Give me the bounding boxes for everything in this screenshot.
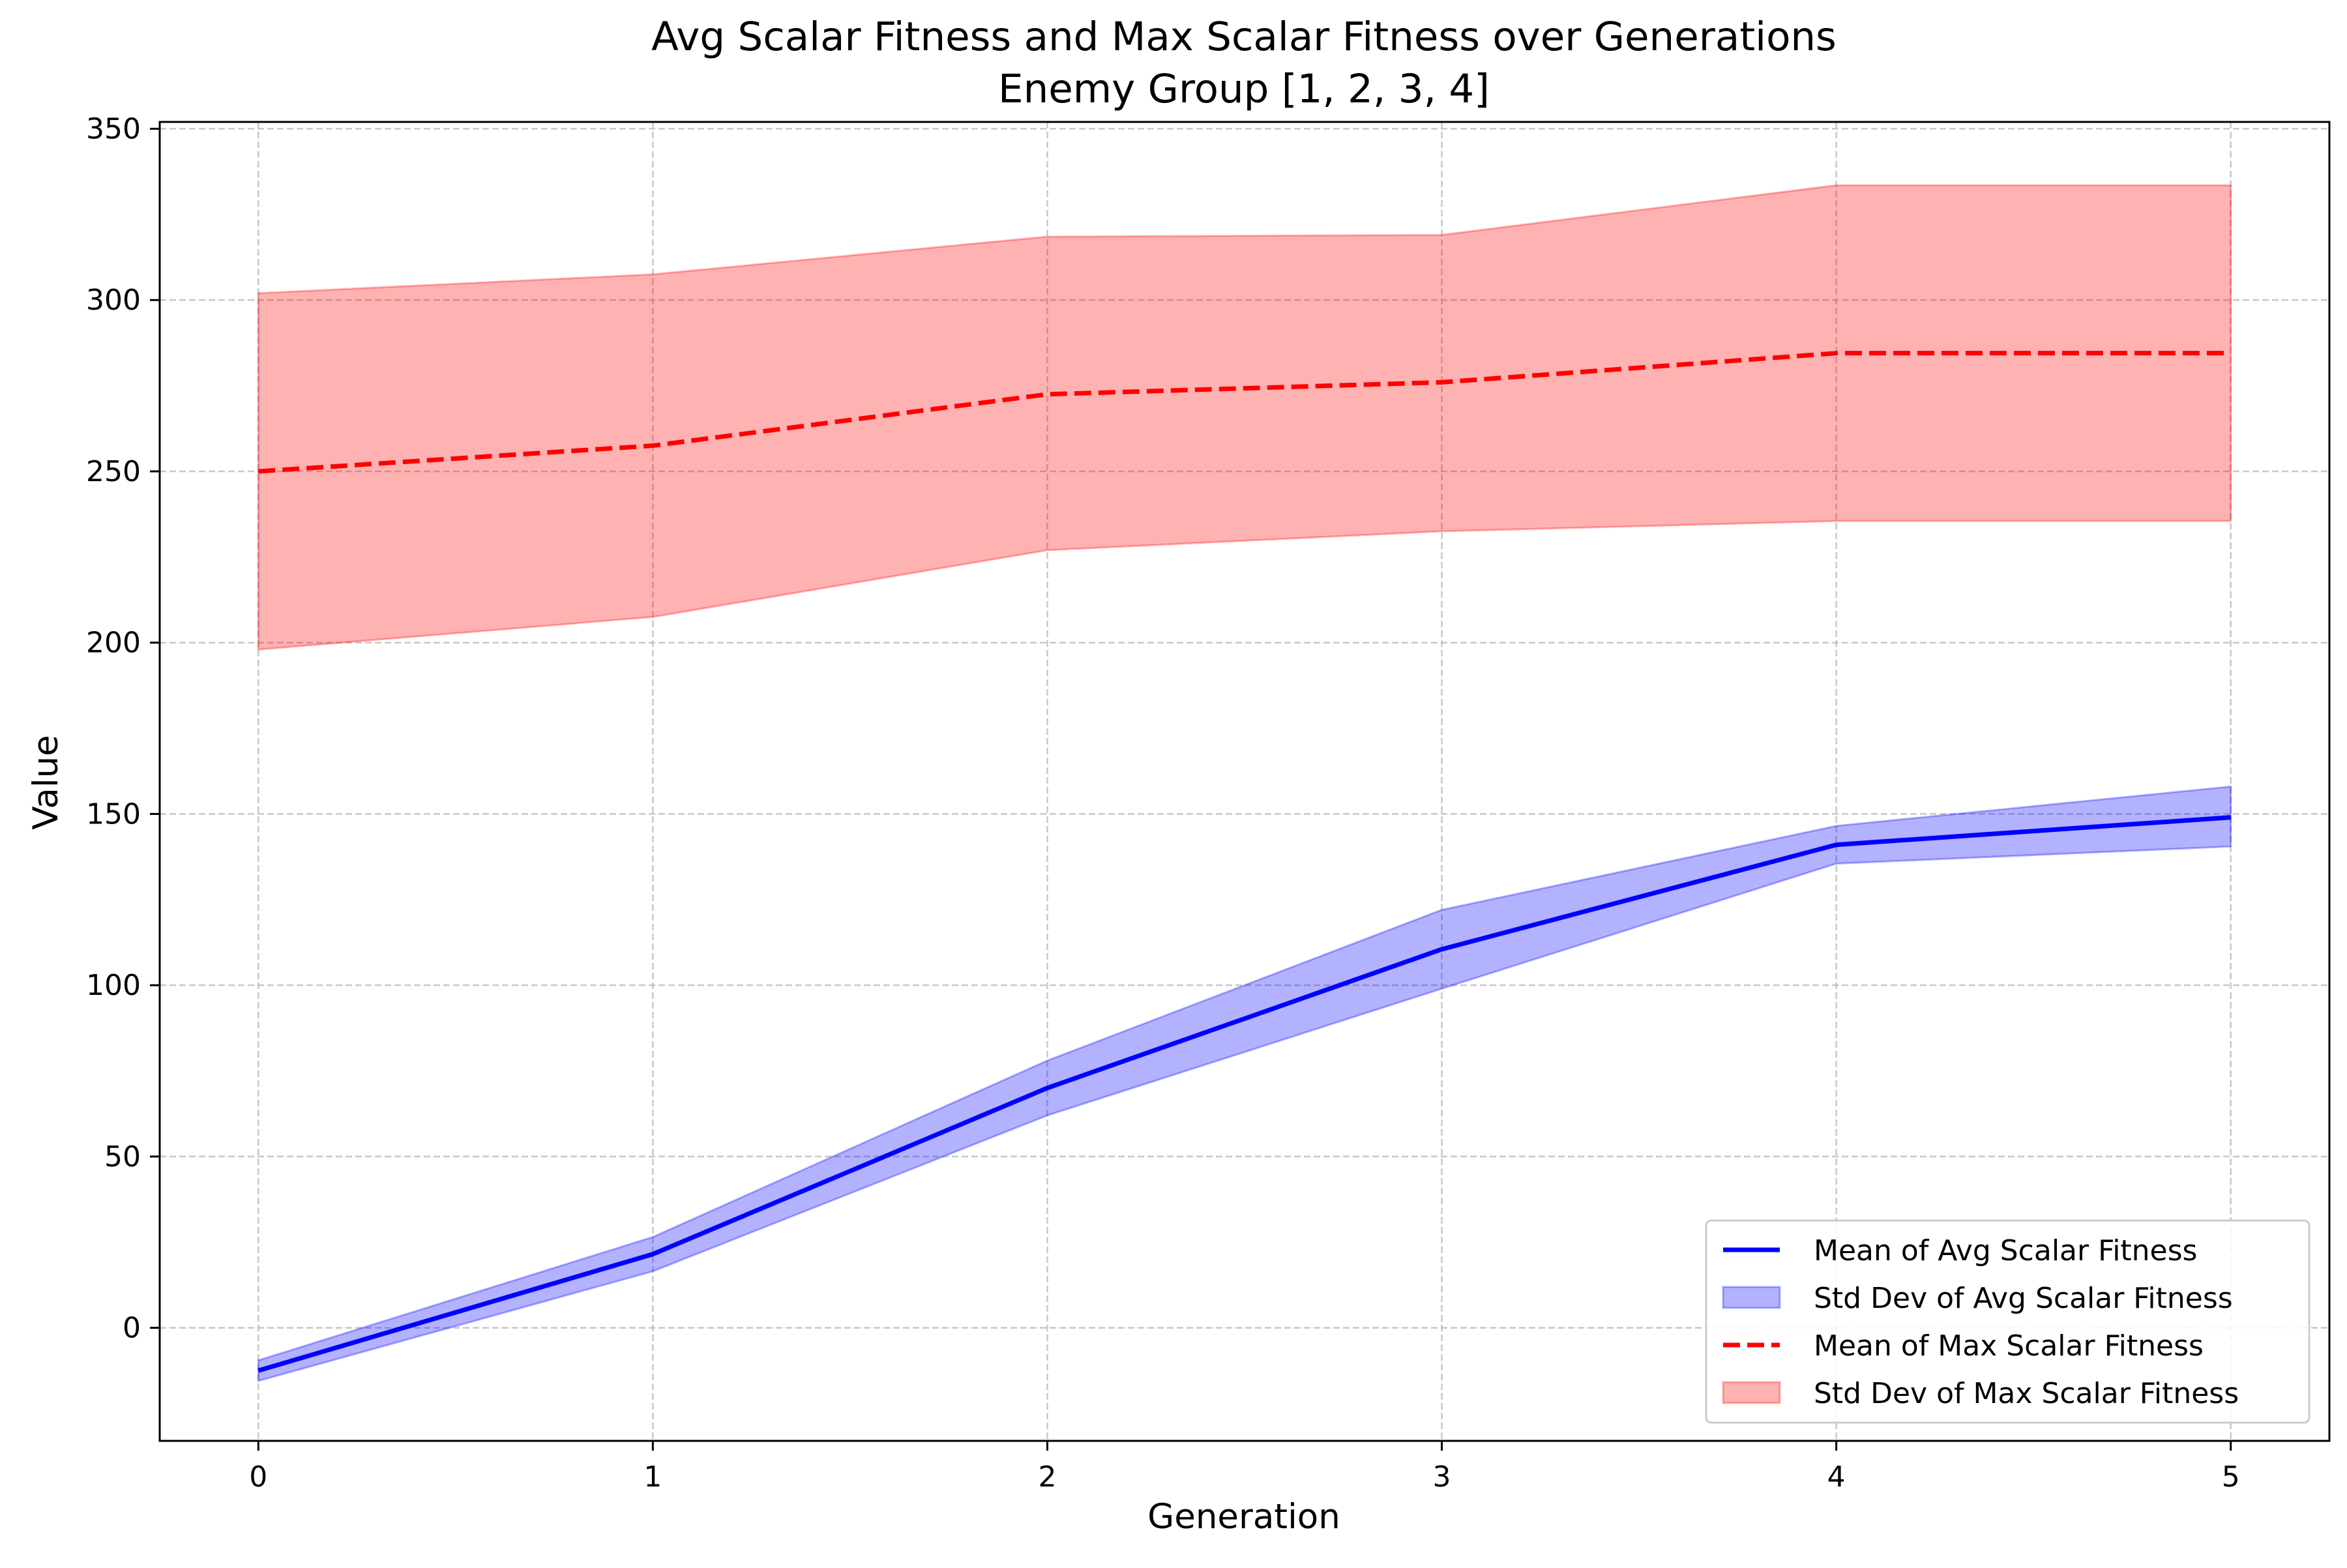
std-dev-band-max	[257, 184, 2232, 651]
y-tick-label: 200	[86, 627, 141, 660]
y-tick-label: 250	[86, 455, 141, 488]
legend-box	[1705, 1219, 2310, 1424]
y-tick-label: 50	[104, 1140, 141, 1174]
std-dev-bands	[257, 184, 2232, 1383]
chart-subtitle: Enemy Group [1, 2, 3, 4]	[998, 66, 1490, 112]
std-dev-band-avg	[257, 785, 2232, 1383]
legend: Mean of Avg Scalar Fitness Std Dev of Avg…	[1705, 1219, 2310, 1424]
x-tick-label: 1	[643, 1460, 662, 1494]
plot-frame	[158, 121, 2331, 1442]
x-tick-label: 0	[249, 1460, 267, 1494]
legend-band-swatch	[1722, 1381, 1781, 1404]
mean-line-max	[258, 351, 2231, 474]
mean-lines	[258, 351, 2231, 1373]
legend-label: Mean of Max Scalar Fitness	[1814, 1329, 2204, 1363]
x-tick-label: 4	[1827, 1460, 1846, 1494]
legend-label: Std Dev of Avg Scalar Fitness	[1814, 1282, 2233, 1315]
legend-label: Mean of Avg Scalar Fitness	[1814, 1234, 2197, 1267]
x-tick-label: 3	[1433, 1460, 1451, 1494]
y-tick-label: 100	[86, 969, 141, 1002]
y-tick-label: 150	[86, 797, 141, 831]
x-axis-label: Generation	[1147, 1497, 1340, 1537]
x-tick-label: 2	[1038, 1460, 1056, 1494]
y-tick-label: 350	[86, 113, 141, 146]
legend-label: Std Dev of Max Scalar Fitness	[1814, 1377, 2239, 1410]
x-tick-label: 5	[2222, 1460, 2240, 1494]
chart-title: Avg Scalar Fitness and Max Scalar Fitnes…	[651, 14, 1837, 60]
legend-band-swatch	[1722, 1286, 1781, 1309]
y-tick-label: 300	[86, 284, 141, 317]
y-axis-label: Value	[26, 735, 66, 830]
mean-line-avg	[258, 815, 2231, 1373]
y-tick-label: 0	[123, 1312, 141, 1345]
